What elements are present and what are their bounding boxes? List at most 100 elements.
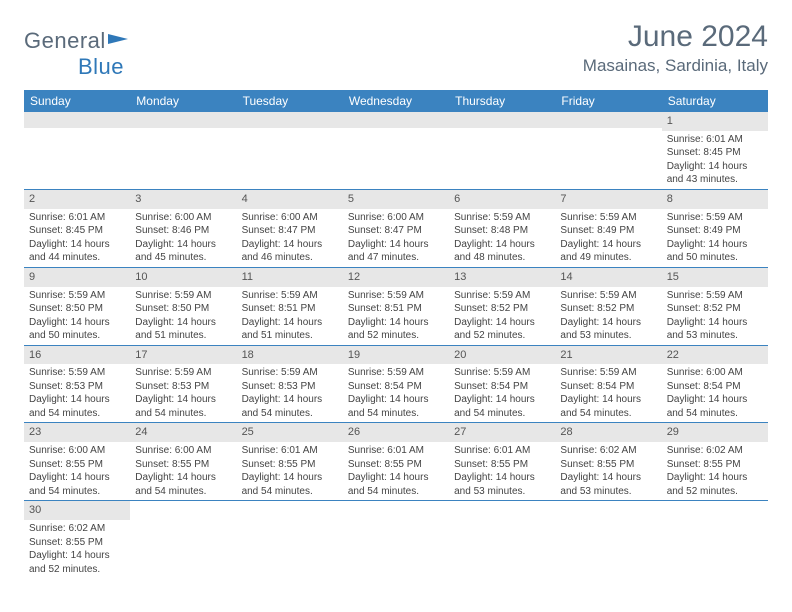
location-subtitle: Masainas, Sardinia, Italy bbox=[583, 56, 768, 76]
sunset-text: Sunset: 8:45 PM bbox=[29, 224, 125, 238]
sunset-text: Sunset: 8:51 PM bbox=[242, 302, 338, 316]
calendar-cell: 16Sunrise: 5:59 AMSunset: 8:53 PMDayligh… bbox=[24, 345, 130, 423]
day-details: Sunrise: 5:59 AMSunset: 8:52 PMDaylight:… bbox=[560, 289, 656, 343]
calendar-row: 9Sunrise: 5:59 AMSunset: 8:50 PMDaylight… bbox=[24, 267, 768, 345]
daylight-text: Daylight: 14 hours and 49 minutes. bbox=[560, 238, 656, 265]
calendar-cell: 6Sunrise: 5:59 AMSunset: 8:48 PMDaylight… bbox=[449, 189, 555, 267]
daylight-text: Daylight: 14 hours and 50 minutes. bbox=[29, 316, 125, 343]
day-details: Sunrise: 5:59 AMSunset: 8:52 PMDaylight:… bbox=[667, 289, 763, 343]
daylight-text: Daylight: 14 hours and 54 minutes. bbox=[135, 393, 231, 420]
empty-day-strip bbox=[237, 112, 343, 128]
day-details: Sunrise: 5:59 AMSunset: 8:49 PMDaylight:… bbox=[667, 211, 763, 265]
calendar-cell: 8 Sunrise: 5:59 AMSunset: 8:49 PMDaylight… bbox=[662, 189, 768, 267]
sunrise-text: Sunrise: 5:59 AM bbox=[560, 289, 656, 303]
brand-logo: GeneralBlue bbox=[24, 20, 128, 80]
sunrise-text: Sunrise: 6:02 AM bbox=[667, 444, 763, 458]
calendar-row: 16Sunrise: 5:59 AMSunset: 8:53 PMDayligh… bbox=[24, 345, 768, 423]
day-details: Sunrise: 5:59 AMSunset: 8:53 PMDaylight:… bbox=[29, 366, 125, 420]
daylight-text: Daylight: 14 hours and 54 minutes. bbox=[242, 393, 338, 420]
day-number: 27 bbox=[449, 423, 555, 442]
daylight-text: Daylight: 14 hours and 51 minutes. bbox=[242, 316, 338, 343]
weekday-header: Sunday bbox=[24, 90, 130, 112]
day-number: 7 bbox=[555, 190, 661, 209]
calendar-cell: 29 Sunrise: 6:02 AMSunset: 8:55 PMDayligh… bbox=[662, 423, 768, 501]
calendar-cell: 17Sunrise: 5:59 AMSunset: 8:53 PMDayligh… bbox=[130, 345, 236, 423]
calendar-cell: 27Sunrise: 6:01 AMSunset: 8:55 PMDayligh… bbox=[449, 423, 555, 501]
sunset-text: Sunset: 8:47 PM bbox=[348, 224, 444, 238]
day-number: 24 bbox=[130, 423, 236, 442]
daylight-text: Daylight: 14 hours and 54 minutes. bbox=[29, 393, 125, 420]
daylight-text: Daylight: 14 hours and 43 minutes. bbox=[667, 160, 763, 187]
sunset-text: Sunset: 8:54 PM bbox=[454, 380, 550, 394]
calendar-cell bbox=[662, 501, 768, 578]
day-number: 1 bbox=[662, 112, 768, 131]
day-details: Sunrise: 6:01 AMSunset: 8:55 PMDaylight:… bbox=[348, 444, 444, 498]
calendar-cell: 21Sunrise: 5:59 AMSunset: 8:54 PMDayligh… bbox=[555, 345, 661, 423]
daylight-text: Daylight: 14 hours and 45 minutes. bbox=[135, 238, 231, 265]
daylight-text: Daylight: 14 hours and 48 minutes. bbox=[454, 238, 550, 265]
daylight-text: Daylight: 14 hours and 52 minutes. bbox=[29, 549, 125, 576]
sunset-text: Sunset: 8:55 PM bbox=[242, 458, 338, 472]
sunrise-text: Sunrise: 6:01 AM bbox=[667, 133, 763, 147]
sunrise-text: Sunrise: 5:59 AM bbox=[29, 366, 125, 380]
sunset-text: Sunset: 8:55 PM bbox=[560, 458, 656, 472]
day-details: Sunrise: 5:59 AMSunset: 8:52 PMDaylight:… bbox=[454, 289, 550, 343]
sunset-text: Sunset: 8:50 PM bbox=[135, 302, 231, 316]
weekday-header: Friday bbox=[555, 90, 661, 112]
day-details: Sunrise: 6:01 AMSunset: 8:55 PMDaylight:… bbox=[242, 444, 338, 498]
calendar-cell: 7 Sunrise: 5:59 AMSunset: 8:49 PMDaylight… bbox=[555, 189, 661, 267]
sunset-text: Sunset: 8:51 PM bbox=[348, 302, 444, 316]
day-details: Sunrise: 5:59 AMSunset: 8:53 PMDaylight:… bbox=[242, 366, 338, 420]
sunset-text: Sunset: 8:55 PM bbox=[29, 536, 125, 550]
sunset-text: Sunset: 8:50 PM bbox=[29, 302, 125, 316]
sunrise-text: Sunrise: 5:59 AM bbox=[29, 289, 125, 303]
day-details: Sunrise: 5:59 AMSunset: 8:50 PMDaylight:… bbox=[29, 289, 125, 343]
sunrise-text: Sunrise: 5:59 AM bbox=[135, 289, 231, 303]
day-number: 8 bbox=[662, 190, 768, 209]
calendar-cell bbox=[237, 112, 343, 189]
sunset-text: Sunset: 8:52 PM bbox=[454, 302, 550, 316]
calendar-cell: 26Sunrise: 6:01 AMSunset: 8:55 PMDayligh… bbox=[343, 423, 449, 501]
brand-name-part2: Blue bbox=[78, 54, 124, 79]
sunrise-text: Sunrise: 6:00 AM bbox=[667, 366, 763, 380]
day-number: 29 bbox=[662, 423, 768, 442]
sunrise-text: Sunrise: 6:01 AM bbox=[29, 211, 125, 225]
brand-name-part1: General bbox=[24, 28, 106, 53]
daylight-text: Daylight: 14 hours and 47 minutes. bbox=[348, 238, 444, 265]
sunrise-text: Sunrise: 5:59 AM bbox=[135, 366, 231, 380]
daylight-text: Daylight: 14 hours and 54 minutes. bbox=[348, 471, 444, 498]
daylight-text: Daylight: 14 hours and 54 minutes. bbox=[29, 471, 125, 498]
calendar-cell: 20Sunrise: 5:59 AMSunset: 8:54 PMDayligh… bbox=[449, 345, 555, 423]
sunrise-text: Sunrise: 6:02 AM bbox=[29, 522, 125, 536]
weekday-header: Tuesday bbox=[237, 90, 343, 112]
day-number: 5 bbox=[343, 190, 449, 209]
sunset-text: Sunset: 8:48 PM bbox=[454, 224, 550, 238]
day-number: 3 bbox=[130, 190, 236, 209]
sunrise-text: Sunrise: 5:59 AM bbox=[348, 289, 444, 303]
sunset-text: Sunset: 8:54 PM bbox=[348, 380, 444, 394]
daylight-text: Daylight: 14 hours and 52 minutes. bbox=[667, 471, 763, 498]
weekday-header: Saturday bbox=[662, 90, 768, 112]
daylight-text: Daylight: 14 hours and 54 minutes. bbox=[454, 393, 550, 420]
sunrise-text: Sunrise: 5:59 AM bbox=[242, 289, 338, 303]
day-number: 22 bbox=[662, 346, 768, 365]
sunset-text: Sunset: 8:55 PM bbox=[135, 458, 231, 472]
day-details: Sunrise: 6:00 AMSunset: 8:46 PMDaylight:… bbox=[135, 211, 231, 265]
weekday-header: Thursday bbox=[449, 90, 555, 112]
day-number: 4 bbox=[237, 190, 343, 209]
sunrise-text: Sunrise: 5:59 AM bbox=[560, 211, 656, 225]
day-number: 6 bbox=[449, 190, 555, 209]
sunset-text: Sunset: 8:54 PM bbox=[560, 380, 656, 394]
day-details: Sunrise: 6:02 AMSunset: 8:55 PMDaylight:… bbox=[667, 444, 763, 498]
daylight-text: Daylight: 14 hours and 51 minutes. bbox=[135, 316, 231, 343]
daylight-text: Daylight: 14 hours and 53 minutes. bbox=[560, 471, 656, 498]
day-details: Sunrise: 6:02 AMSunset: 8:55 PMDaylight:… bbox=[29, 522, 125, 576]
day-details: Sunrise: 5:59 AMSunset: 8:49 PMDaylight:… bbox=[560, 211, 656, 265]
calendar-cell bbox=[449, 112, 555, 189]
sunrise-text: Sunrise: 6:00 AM bbox=[348, 211, 444, 225]
sunset-text: Sunset: 8:55 PM bbox=[667, 458, 763, 472]
day-number: 13 bbox=[449, 268, 555, 287]
calendar-cell: 4Sunrise: 6:00 AMSunset: 8:47 PMDaylight… bbox=[237, 189, 343, 267]
sunrise-text: Sunrise: 5:59 AM bbox=[667, 211, 763, 225]
day-number: 16 bbox=[24, 346, 130, 365]
